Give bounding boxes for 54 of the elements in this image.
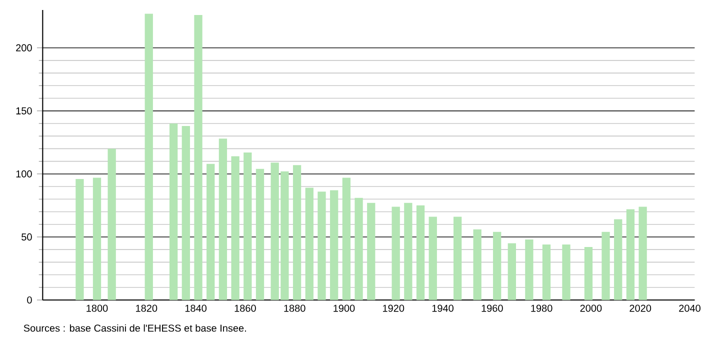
bar [493, 232, 502, 300]
bar [473, 229, 482, 300]
bar [194, 15, 202, 300]
x-tick-label: 1880 [284, 304, 306, 312]
bar [330, 190, 338, 300]
y-tick-label: 200 [16, 44, 32, 52]
bar [108, 148, 116, 300]
bar [292, 165, 302, 300]
bar [626, 209, 635, 300]
x-tick-label: 2020 [630, 304, 652, 312]
source-note: Sources : base Cassini de l'EHESS et base Insee. [24, 324, 246, 332]
bar [144, 14, 153, 300]
y-tick-label: 150 [16, 107, 32, 114]
bar [182, 126, 190, 300]
bar [454, 216, 462, 300]
bar [318, 192, 326, 300]
bar [367, 202, 376, 300]
bar [562, 244, 570, 300]
x-tick-label: 1860 [234, 304, 256, 312]
x-tick-label: 1800 [86, 304, 108, 312]
y-tick-label: 0 [27, 296, 32, 304]
x-tick-label: 1960 [482, 304, 503, 312]
bar [169, 123, 178, 300]
bar [542, 244, 551, 300]
bar [638, 206, 647, 300]
bar [508, 243, 516, 300]
x-tick-label: 2000 [580, 304, 602, 312]
bar [602, 232, 610, 300]
bar [392, 206, 400, 300]
bar [206, 164, 215, 300]
bar [218, 138, 228, 300]
bar [76, 178, 84, 300]
bar [404, 202, 412, 300]
bar [231, 156, 240, 300]
bar [256, 168, 264, 300]
bar [428, 216, 437, 300]
bar [342, 178, 351, 300]
x-tick-label: 1840 [185, 304, 207, 312]
y-tick-label: 50 [22, 233, 32, 241]
x-tick-label: 1920 [382, 304, 404, 312]
bar [525, 239, 534, 300]
bar [305, 188, 314, 300]
x-tick-label: 1820 [136, 304, 158, 312]
bar [92, 178, 102, 300]
bar [584, 247, 593, 300]
y-tick-label: 100 [16, 170, 32, 178]
bar [614, 219, 622, 300]
x-tick-label: 1900 [334, 304, 355, 312]
bar [244, 152, 252, 300]
x-tick-label: 1940 [432, 304, 454, 312]
bar [416, 205, 425, 300]
x-tick-label: 2040 [679, 304, 700, 312]
x-tick-label: 1980 [531, 304, 552, 312]
bar [354, 198, 363, 300]
